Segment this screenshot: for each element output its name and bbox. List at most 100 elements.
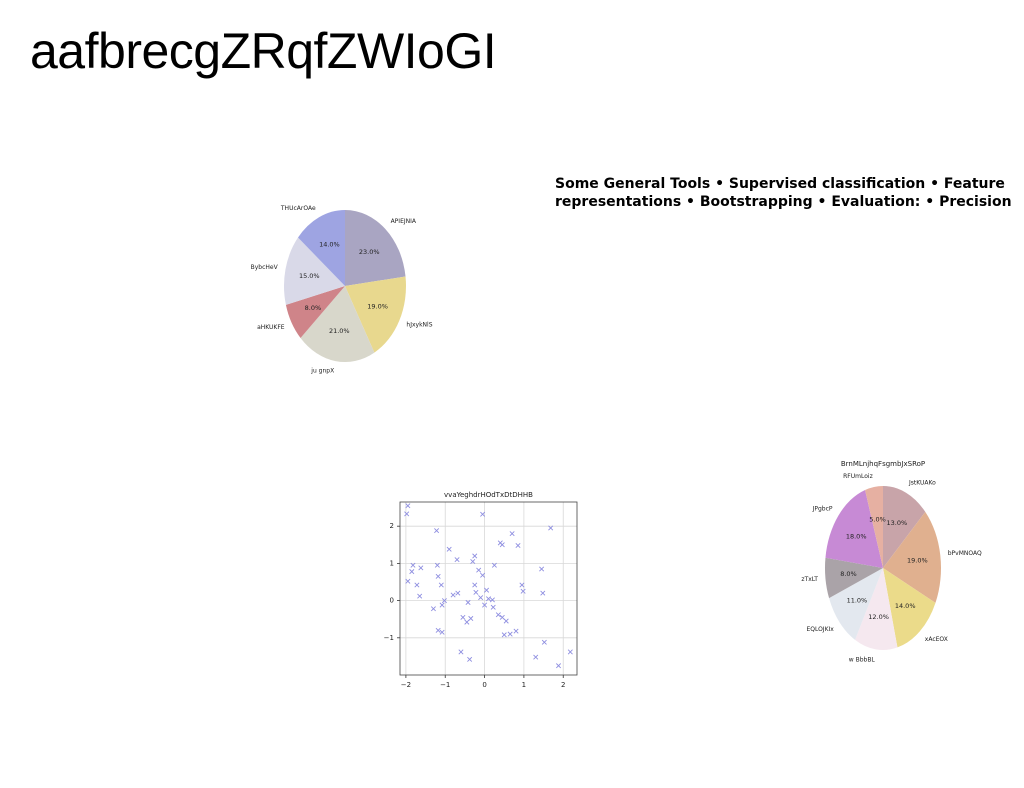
pie-slice-label: JPgbcP <box>812 505 833 512</box>
scatter-point <box>434 562 440 568</box>
scatter-point <box>465 599 471 605</box>
scatter-point <box>439 629 445 635</box>
scatter-point <box>455 590 461 596</box>
pie-slice-label: bPvMNOAQ <box>948 550 982 557</box>
scatter-point <box>509 531 515 537</box>
pie-slice <box>300 286 375 362</box>
scatter-point <box>482 602 488 608</box>
pie-slice-label: APIEJNIA <box>391 218 417 225</box>
scatter-point <box>480 511 486 517</box>
pie-slice-label: JstKUAKo <box>908 479 936 486</box>
scatter-point <box>441 598 447 604</box>
pie-slice-value-label: 8.0% <box>840 570 857 578</box>
pie-slice <box>825 557 883 599</box>
scatter-point <box>430 606 436 612</box>
scatter-point <box>513 628 519 634</box>
pie-slice <box>345 210 406 286</box>
pie-slice-value-label: 23.0% <box>359 248 380 256</box>
pie-chart-1: 23.0% APIEJNIA 19.0% hJxykNlS 21.0% ju gnpX 8.… <box>251 205 433 375</box>
scatter-point <box>480 572 486 578</box>
scatter-point <box>539 566 545 572</box>
scatter-point <box>503 618 509 624</box>
pie-slice-label: w BbbBL <box>849 656 876 663</box>
pie-slice <box>883 511 941 603</box>
pie-slice-label: RFUmLoiz <box>843 473 873 480</box>
pie-slice-value-label: 14.0% <box>319 241 340 249</box>
pie-slice <box>865 486 883 568</box>
scatter-point <box>435 573 441 579</box>
scatter-point <box>468 615 474 621</box>
pie-slice <box>297 210 345 286</box>
page-title: aafbrecgZRqfZWIoGI <box>30 23 497 79</box>
scatter-point <box>435 627 441 633</box>
pie-slice-label: zTxLT <box>801 576 818 583</box>
scatter-point <box>438 582 444 588</box>
scatter-point <box>548 525 554 531</box>
scatter-point <box>472 553 478 559</box>
scatter-point <box>458 649 464 655</box>
pie-slice-value-label: 15.0% <box>299 272 320 280</box>
scatter-point <box>499 614 505 620</box>
x-tick-label: −2 <box>401 681 411 689</box>
pie-slice-label: EQLOJKIx <box>806 626 834 633</box>
pie-slice <box>825 490 883 568</box>
pie-chart-2: 13.0% JstKUAKo 19.0% bPvMNOAQ 14.0% xAcEOX 12.… <box>801 460 982 663</box>
scatter-point <box>464 619 470 625</box>
scatter-point <box>414 582 420 588</box>
scatter-point <box>467 656 473 662</box>
scatter-point <box>405 578 411 584</box>
y-tick-label: −1 <box>384 634 394 642</box>
subtitle-line-1: Some General Tools • Supervised classifi… <box>555 176 1005 192</box>
pie-slice-value-label: 21.0% <box>329 327 350 335</box>
scatter-point <box>410 562 416 568</box>
page-subtitle: Some General Tools • Supervised classifi… <box>555 175 1024 211</box>
scatter-point <box>520 588 526 594</box>
pie-slice <box>883 568 936 648</box>
y-tick-label: 2 <box>390 522 394 530</box>
plot-frame <box>399 501 578 676</box>
scatter-point <box>434 528 440 534</box>
scatter-point <box>417 593 423 599</box>
scatter-point <box>405 503 411 509</box>
scatter-point <box>515 543 521 549</box>
pie-slice-value-label: 13.0% <box>886 519 907 527</box>
pie-slice <box>345 276 406 353</box>
scatter-point <box>404 511 410 517</box>
pie-slice-label: BybcHeV <box>251 264 279 271</box>
pie-slice-value-label: 11.0% <box>847 597 868 605</box>
scatter-point <box>450 592 456 598</box>
scatter-point <box>555 663 562 669</box>
pie-slice-value-label: 18.0% <box>846 533 867 541</box>
scatter-point <box>470 559 476 565</box>
scatter-point <box>491 562 497 568</box>
pie-slice-value-label: 19.0% <box>367 303 388 311</box>
x-tick-label: 0 <box>482 681 486 689</box>
scatter-point <box>507 631 513 637</box>
pie-slice-value-label: 19.0% <box>907 556 928 564</box>
y-tick-label: 0 <box>390 597 394 605</box>
scatter-point <box>489 597 495 603</box>
scatter-point <box>454 557 460 563</box>
pie-slice-label: hJxykNlS <box>406 321 432 328</box>
scatter-point <box>540 590 546 596</box>
pie-slice <box>829 568 883 640</box>
scatter-point <box>473 589 479 595</box>
scatter-chart: −2 −1 0 1 2 −1 0 1 2 vvaYeghdrHOdTxDtDHHB <box>384 491 578 689</box>
subtitle-line-2: representations • Bootstrapping • Evalua… <box>555 194 1012 210</box>
pie-slice-value-label: 8.0% <box>305 304 322 312</box>
scatter-point <box>501 632 507 638</box>
scatter-point <box>418 565 424 571</box>
scatter-point <box>519 582 525 588</box>
pie-slice <box>855 568 898 650</box>
scatter-point <box>446 546 452 552</box>
pie-slice <box>883 486 926 568</box>
scatter-point <box>495 612 501 618</box>
scatter-point <box>478 595 484 601</box>
scatter-point <box>439 602 445 608</box>
scatter-point <box>533 654 539 660</box>
pie-slice-value-label: 14.0% <box>895 602 916 610</box>
scatter-point <box>472 582 478 588</box>
scatter-point <box>490 604 496 610</box>
pie-slice-label: aHKUKFE <box>257 324 285 331</box>
scatter-point <box>476 567 482 573</box>
